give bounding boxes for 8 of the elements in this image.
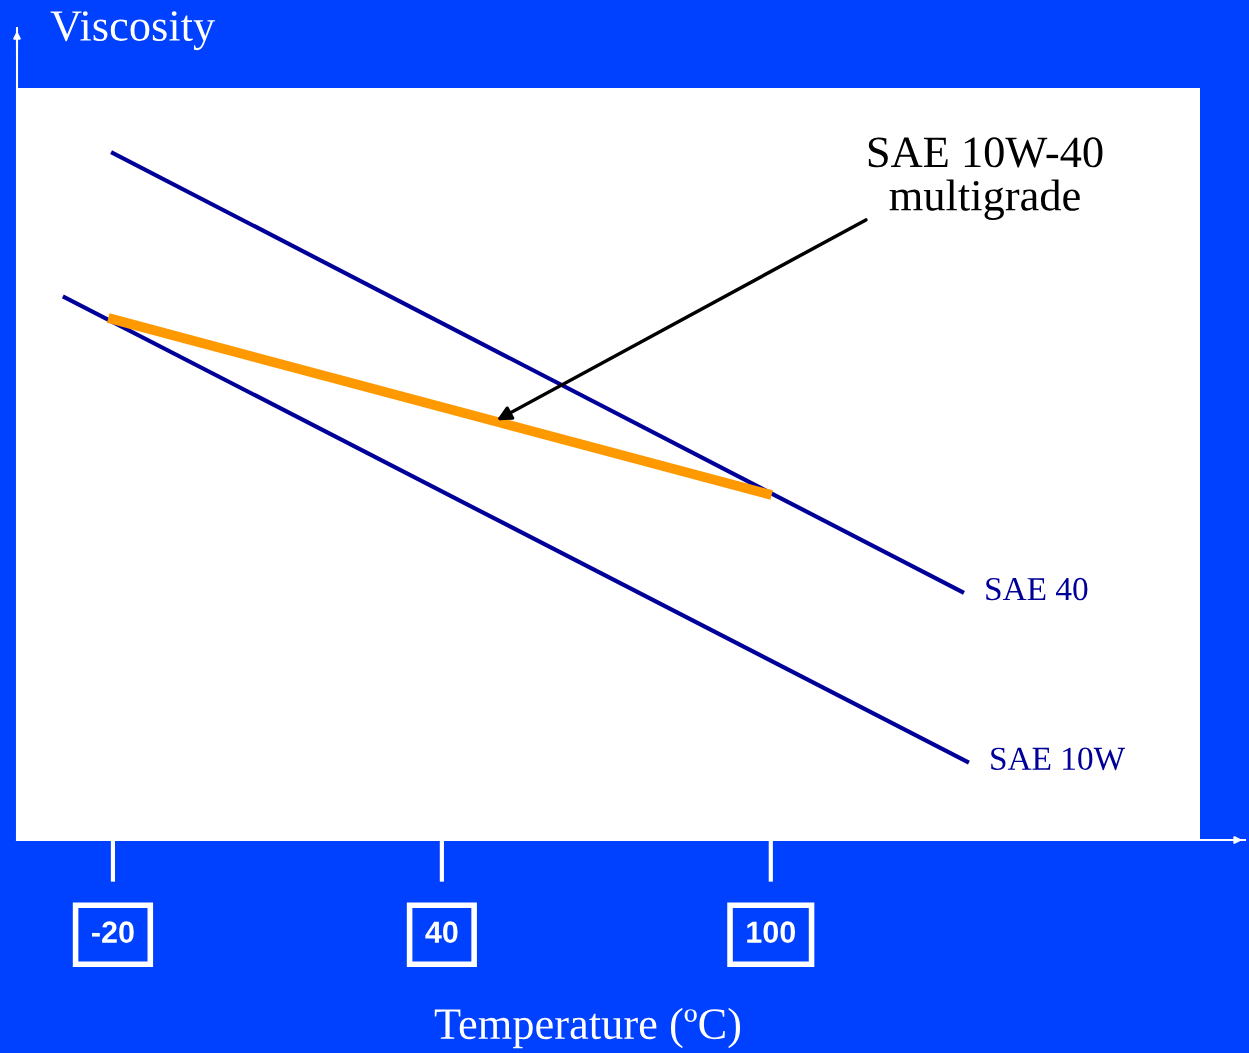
series-label: SAE 10W [991,747,1126,771]
y-axis-title: Viscosity [50,11,216,51]
x-tick-label: 100 [747,921,796,943]
series-label: SAE 40 [986,577,1088,601]
x-axis-title: Temperature (ºC) [434,1007,741,1049]
annotation: SAE 10W-40 multigrade [868,137,1103,220]
x-tick-label: -20 [92,921,134,943]
x-tick-label: 40 [425,921,458,943]
